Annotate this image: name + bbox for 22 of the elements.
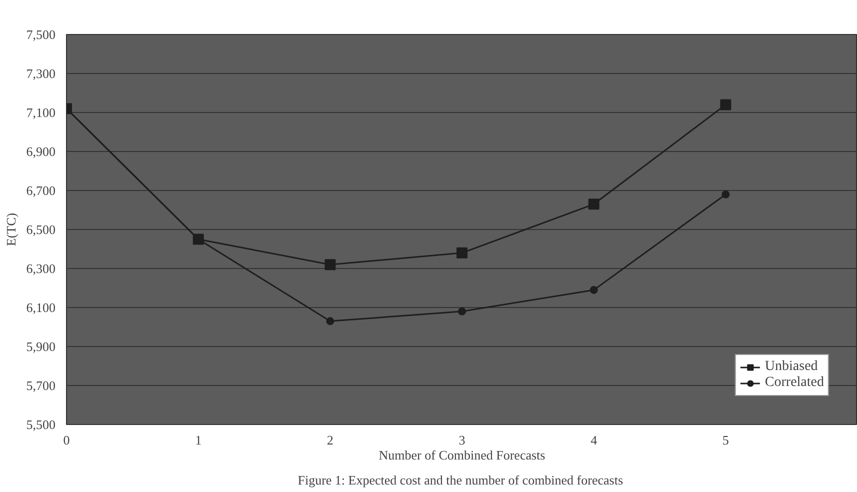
y-tick-label: 7,300 <box>26 66 56 81</box>
y-tick-label: 5,900 <box>26 339 56 354</box>
y-tick-label: 6,500 <box>26 222 56 237</box>
y-tick-label: 7,100 <box>26 105 56 120</box>
y-tick-label: 6,300 <box>26 261 56 276</box>
x-tick-label: 0 <box>63 432 70 448</box>
x-tick-label: 5 <box>722 432 729 448</box>
x-tick-label: 2 <box>326 432 334 448</box>
legend-label: Unbiased <box>764 359 818 375</box>
y-axis-title: E(TC) <box>3 212 18 246</box>
y-tick-label: 5,700 <box>26 378 56 393</box>
y-tick-label: 5,500 <box>26 417 56 432</box>
x-axis-title: Number of Combined Forecasts <box>378 448 546 462</box>
y-tick-label: 6,700 <box>26 183 56 198</box>
legend-label: Correlated <box>764 375 824 391</box>
y-tick-label: 6,100 <box>26 300 56 315</box>
x-tick-label: 4 <box>590 432 598 448</box>
x-tick-label: 1 <box>195 432 202 448</box>
x-tick-label: 3 <box>458 432 466 448</box>
y-tick-label: 7,500 <box>26 27 56 42</box>
y-tick-label: 6,900 <box>26 144 56 159</box>
caption: Figure 1: Expected cost and the number of combined forecasts <box>298 472 624 488</box>
